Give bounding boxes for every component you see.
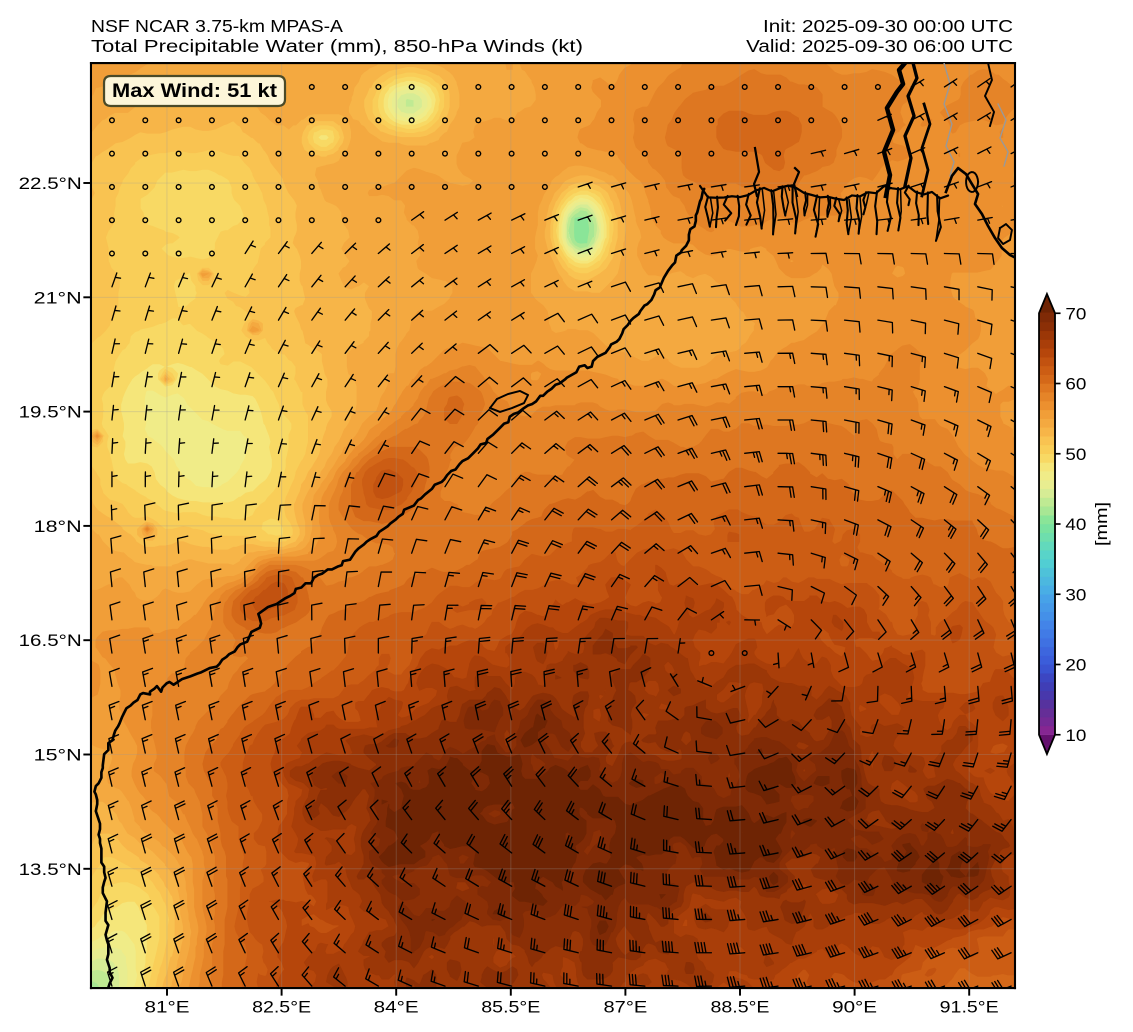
svg-text:70: 70 xyxy=(1065,304,1086,323)
svg-text:30: 30 xyxy=(1065,585,1086,604)
svg-text:16.5°N: 16.5°N xyxy=(19,631,82,650)
svg-text:10: 10 xyxy=(1065,726,1086,745)
svg-text:40: 40 xyxy=(1065,515,1086,534)
svg-text:87°E: 87°E xyxy=(604,998,648,1017)
svg-text:13.5°N: 13.5°N xyxy=(19,860,82,879)
svg-text:15°N: 15°N xyxy=(34,746,82,765)
svg-text:50: 50 xyxy=(1065,445,1086,464)
svg-text:22.5°N: 22.5°N xyxy=(19,174,82,193)
svg-text:60: 60 xyxy=(1065,375,1086,394)
svg-text:[mm]: [mm] xyxy=(1092,502,1111,546)
svg-text:19.5°N: 19.5°N xyxy=(19,403,82,422)
svg-text:81°E: 81°E xyxy=(144,998,189,1017)
svg-text:88.5°E: 88.5°E xyxy=(710,998,769,1017)
svg-text:84°E: 84°E xyxy=(374,998,419,1017)
svg-text:Max Wind: 51 kt: Max Wind: 51 kt xyxy=(112,80,278,102)
svg-text:Total Precipitable Water (mm),: Total Precipitable Water (mm), 850-hPa W… xyxy=(91,36,583,56)
svg-text:18°N: 18°N xyxy=(34,517,82,536)
svg-text:20: 20 xyxy=(1065,656,1086,675)
svg-text:82.5°E: 82.5°E xyxy=(252,998,311,1017)
svg-text:Valid: 2025-09-30 06:00 UTC: Valid: 2025-09-30 06:00 UTC xyxy=(746,36,1013,56)
svg-text:90°E: 90°E xyxy=(832,998,877,1017)
svg-text:85.5°E: 85.5°E xyxy=(481,998,540,1017)
svg-text:Init: 2025-09-30 00:00 UTC: Init: 2025-09-30 00:00 UTC xyxy=(763,16,1013,36)
svg-text:NSF NCAR 3.75-km MPAS-A: NSF NCAR 3.75-km MPAS-A xyxy=(91,16,343,36)
svg-text:91.5°E: 91.5°E xyxy=(940,998,999,1017)
svg-text:21°N: 21°N xyxy=(34,288,82,307)
